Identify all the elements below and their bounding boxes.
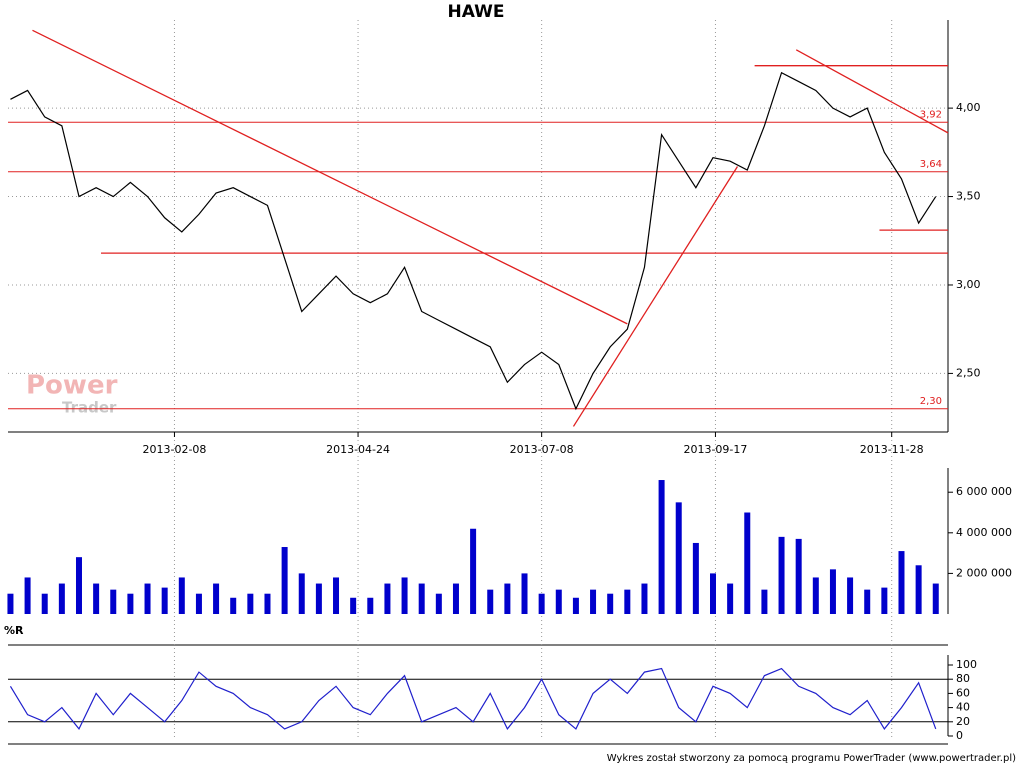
volume-bar xyxy=(452,583,459,614)
volume-bar xyxy=(144,583,151,614)
volume-bar xyxy=(658,480,665,614)
x-tick-label: 2013-02-08 xyxy=(142,443,206,456)
volume-bar xyxy=(915,565,922,614)
y-tick-label: 0 xyxy=(956,729,963,742)
volume-bar xyxy=(932,583,939,614)
volume-bar xyxy=(161,587,168,614)
x-tick-label: 2013-09-17 xyxy=(683,443,747,456)
y-tick-label: 60 xyxy=(956,686,970,699)
level-label: 2,30 xyxy=(920,396,942,407)
volume-bar xyxy=(247,593,254,614)
y-tick-label: 3,00 xyxy=(956,278,981,291)
volume-bar xyxy=(24,577,31,614)
volume-bar xyxy=(110,589,117,614)
volume-bar xyxy=(75,557,82,614)
volume-bar xyxy=(692,542,699,614)
volume-bar xyxy=(401,577,408,614)
volume-bar xyxy=(675,502,682,614)
volume-bar xyxy=(727,583,734,614)
watermark: Trader xyxy=(62,399,117,417)
volume-bar xyxy=(213,583,220,614)
volume-bar xyxy=(298,573,305,614)
volume-bar xyxy=(281,547,288,614)
volume-bar xyxy=(881,587,888,614)
x-tick-label: 2013-11-28 xyxy=(860,443,924,456)
volume-bar xyxy=(624,589,631,614)
volume-bar xyxy=(58,583,65,614)
volume-bar xyxy=(41,593,48,614)
volume-bar xyxy=(521,573,528,614)
volume-bar xyxy=(127,593,134,614)
volume-bar xyxy=(761,589,768,614)
volume-bar xyxy=(538,593,545,614)
volume-bar xyxy=(264,593,271,614)
y-tick-label: 4 000 000 xyxy=(956,526,1012,539)
volume-bar xyxy=(864,589,871,614)
level-label: 3,64 xyxy=(920,159,942,170)
volume-bar xyxy=(418,583,425,614)
volume-bar xyxy=(195,593,202,614)
trend-line xyxy=(572,166,739,427)
volume-bar xyxy=(315,583,322,614)
volume-bar xyxy=(333,577,340,614)
volume-bar xyxy=(590,589,597,614)
y-tick-label: 4,00 xyxy=(956,101,981,114)
y-tick-label: 2 000 000 xyxy=(956,566,1012,579)
volume-bar xyxy=(898,551,905,614)
volume-bar xyxy=(230,597,237,614)
chart-title: HAWE xyxy=(448,2,505,22)
volume-bar xyxy=(641,583,648,614)
footer: Wykres został stworzony za pomocą progra… xyxy=(607,753,1016,764)
price-line xyxy=(10,71,937,411)
volume-bar xyxy=(829,569,836,614)
volume-bar xyxy=(367,597,374,614)
x-tick-label: 2013-04-24 xyxy=(326,443,390,456)
volume-bar xyxy=(470,528,477,614)
y-tick-label: 100 xyxy=(956,658,977,671)
volume-bar xyxy=(555,589,562,614)
trend-line xyxy=(32,29,628,325)
volume-bar xyxy=(795,538,802,614)
volume-bar xyxy=(487,589,494,614)
price-line xyxy=(9,667,937,731)
volume-bar xyxy=(350,597,357,614)
y-tick-label: 20 xyxy=(956,715,970,728)
watermark: Power xyxy=(26,371,118,401)
volume-bar xyxy=(384,583,391,614)
volume-bar xyxy=(435,593,442,614)
volume-bar xyxy=(607,593,614,614)
y-tick-label: 80 xyxy=(956,672,970,685)
volume-bar xyxy=(847,577,854,614)
x-tick-label: 2013-07-08 xyxy=(510,443,574,456)
y-tick-label: 6 000 000 xyxy=(956,485,1012,498)
volume-bar xyxy=(778,536,785,614)
y-tick-label: 3,50 xyxy=(956,190,981,203)
y-tick-label: 40 xyxy=(956,701,970,714)
volume-bar xyxy=(7,593,14,614)
y-tick-label: 2,50 xyxy=(956,366,981,379)
volume-bar xyxy=(744,512,751,614)
volume-bar xyxy=(812,577,819,614)
volume-bar xyxy=(93,583,100,614)
volume-bar xyxy=(504,583,511,614)
volume-bar xyxy=(572,597,579,614)
panel-title: %R xyxy=(4,624,24,637)
level-label: 3,92 xyxy=(920,109,942,120)
volume-bar xyxy=(710,573,716,614)
trend-line xyxy=(795,49,949,134)
volume-bar xyxy=(178,577,185,614)
